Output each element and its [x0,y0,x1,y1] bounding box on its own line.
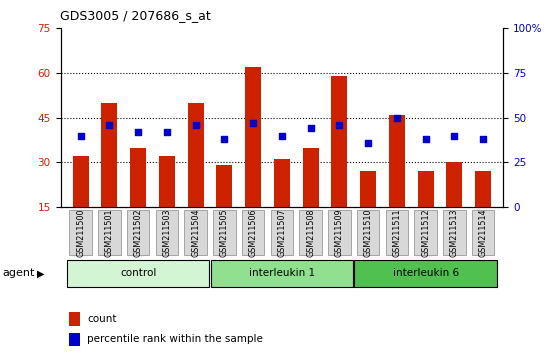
FancyBboxPatch shape [184,210,207,255]
Text: GSM211500: GSM211500 [76,209,85,257]
Bar [332,76,347,207]
Point [364,140,372,145]
Text: GSM211501: GSM211501 [105,209,114,257]
Bar [274,159,290,207]
FancyBboxPatch shape [67,260,209,287]
Bar [101,103,117,207]
FancyBboxPatch shape [213,210,235,255]
Text: interleukin 1: interleukin 1 [249,268,315,278]
Text: agent: agent [3,268,35,278]
Bar [130,148,146,207]
Bar [69,333,80,346]
Bar [73,156,89,207]
Bar [417,171,433,207]
Point [134,129,142,135]
FancyBboxPatch shape [386,210,408,255]
Text: interleukin 6: interleukin 6 [393,268,459,278]
Point [450,133,459,138]
Text: GSM211506: GSM211506 [249,209,257,257]
FancyBboxPatch shape [271,210,293,255]
FancyBboxPatch shape [328,210,350,255]
FancyBboxPatch shape [354,260,497,287]
Text: GSM211509: GSM211509 [335,209,344,257]
Text: GSM211507: GSM211507 [277,209,287,257]
Text: control: control [120,268,156,278]
Text: GSM211504: GSM211504 [191,209,200,257]
Text: GSM211508: GSM211508 [306,209,315,257]
Text: percentile rank within the sample: percentile rank within the sample [87,335,263,344]
Point [76,133,85,138]
Point [393,115,402,121]
Bar [245,67,261,207]
Bar [188,103,204,207]
Point [277,133,286,138]
Point [162,129,171,135]
Text: GSM211512: GSM211512 [421,209,430,257]
Bar [475,171,491,207]
Text: ▶: ▶ [37,268,45,278]
Text: GSM211511: GSM211511 [392,209,402,257]
Point [249,120,257,126]
Point [191,122,200,128]
Point [335,122,344,128]
FancyBboxPatch shape [156,210,178,255]
FancyBboxPatch shape [69,210,92,255]
Text: GSM211513: GSM211513 [450,209,459,257]
Point [220,136,229,142]
Point [306,126,315,131]
Bar [360,171,376,207]
FancyBboxPatch shape [98,210,120,255]
FancyBboxPatch shape [299,210,322,255]
Point [421,136,430,142]
Text: GSM211503: GSM211503 [162,209,172,257]
Text: count: count [87,314,117,324]
Bar [159,156,175,207]
Bar [217,165,232,207]
Text: GSM211510: GSM211510 [364,209,373,257]
FancyBboxPatch shape [472,210,494,255]
FancyBboxPatch shape [127,210,150,255]
FancyBboxPatch shape [242,210,265,255]
Bar [447,162,463,207]
Bar [69,312,80,326]
Text: GDS3005 / 207686_s_at: GDS3005 / 207686_s_at [60,9,211,22]
Text: GSM211514: GSM211514 [478,209,488,257]
FancyBboxPatch shape [211,260,353,287]
FancyBboxPatch shape [414,210,437,255]
Bar [389,115,405,207]
FancyBboxPatch shape [443,210,466,255]
Point [478,136,487,142]
Text: GSM211502: GSM211502 [134,209,142,257]
Text: GSM211505: GSM211505 [220,209,229,257]
Point [105,122,114,128]
Bar [302,148,318,207]
FancyBboxPatch shape [357,210,379,255]
